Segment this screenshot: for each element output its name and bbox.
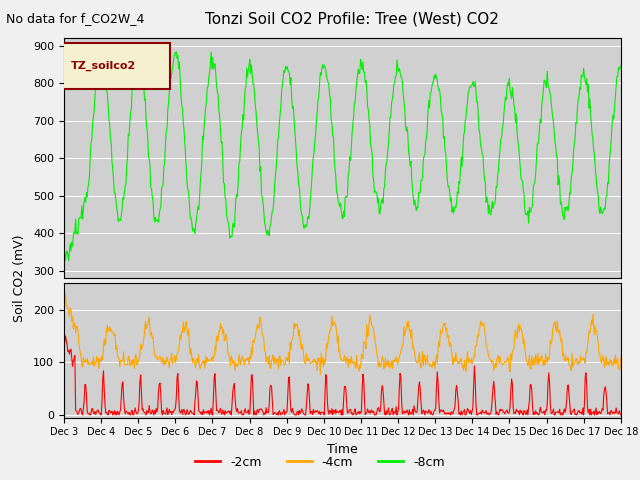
Legend: -2cm, -4cm, -8cm: -2cm, -4cm, -8cm — [190, 451, 450, 474]
Text: TZ_soilco2: TZ_soilco2 — [70, 61, 136, 71]
Text: Tonzi Soil CO2 Profile: Tree (West) CO2: Tonzi Soil CO2 Profile: Tree (West) CO2 — [205, 12, 499, 27]
Text: No data for f_CO2W_4: No data for f_CO2W_4 — [6, 12, 145, 25]
FancyBboxPatch shape — [61, 43, 170, 89]
Text: Soil CO2 (mV): Soil CO2 (mV) — [13, 235, 26, 322]
X-axis label: Time: Time — [327, 443, 358, 456]
